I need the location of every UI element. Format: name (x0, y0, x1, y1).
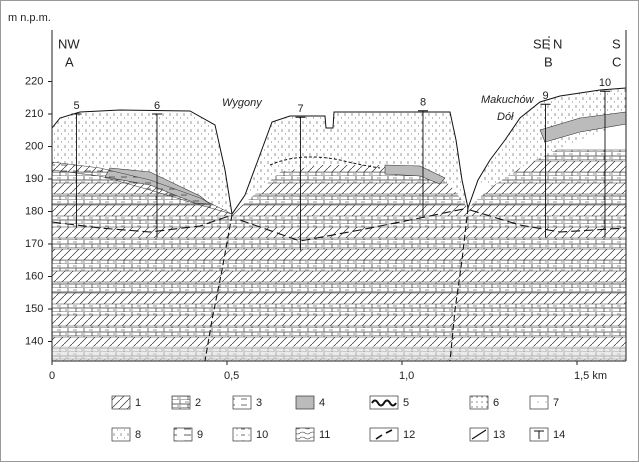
legend-swatch (171, 395, 191, 410)
legend-label: 13 (493, 429, 505, 441)
y-tick-label: 140 (25, 335, 43, 347)
legend-swatch (529, 395, 549, 410)
profile-label: N (553, 36, 562, 51)
axes (51, 30, 627, 362)
legend-label: 4 (319, 397, 325, 409)
rock-band (52, 260, 626, 271)
legend-symbol (534, 430, 544, 439)
rock-band (52, 238, 626, 249)
legend-label: 11 (319, 429, 330, 441)
legend-label: 1 (135, 397, 141, 409)
borehole-label: 9 (542, 90, 548, 102)
legend-label: 12 (403, 429, 415, 441)
legend-swatch (111, 427, 131, 442)
profile-label: A (65, 54, 74, 69)
place-name: Wygony (222, 97, 263, 109)
borehole-label: 6 (154, 100, 160, 112)
legend-swatch (369, 427, 399, 442)
sand-band (51, 161, 233, 215)
borehole-label: 10 (599, 77, 611, 89)
y-tick-label: 210 (25, 108, 43, 120)
rock-band (52, 216, 626, 227)
x-tick-label: 0 (49, 370, 55, 382)
legend-label: 6 (493, 397, 499, 409)
profile-label: B (544, 54, 553, 69)
borehole-label: 5 (73, 100, 79, 112)
y-tick-label: 180 (25, 205, 43, 217)
y-tick-label: 150 (25, 303, 43, 315)
rock-band (52, 194, 626, 205)
rock-band (52, 293, 626, 304)
legend-label: 8 (135, 429, 141, 441)
rock-band (52, 282, 626, 293)
legend-swatch (469, 395, 489, 410)
rock-band (52, 249, 626, 260)
topography (51, 87, 627, 362)
legend-swatch (232, 395, 252, 410)
place-name: Makuchów (481, 94, 535, 106)
profile-label: S (612, 36, 621, 51)
rock-band (52, 227, 626, 238)
geology (51, 88, 627, 361)
legend-swatch (232, 427, 252, 442)
unit-label: m n.p.m. (8, 12, 51, 24)
borehole-label: 7 (297, 103, 303, 115)
legend-symbol (375, 429, 393, 440)
bedrock (52, 149, 626, 361)
y-tick-label: 200 (25, 140, 43, 152)
y-tick-label: 170 (25, 238, 43, 250)
shade (52, 346, 626, 361)
profile-label: NW (58, 36, 80, 51)
y-tick-label: 160 (25, 270, 43, 282)
y-tick-label: 220 (25, 75, 43, 87)
rock-band (52, 205, 626, 216)
rock-band (52, 315, 626, 326)
clay-band (384, 164, 446, 185)
legend-swatch (111, 395, 131, 410)
legend-swatch (295, 427, 315, 442)
rock-band (52, 161, 626, 172)
x-tick-label: 0,5 (224, 370, 239, 382)
profile-label: SE (533, 36, 551, 51)
rock-band (52, 337, 626, 348)
legend-label: 10 (256, 429, 268, 441)
rock-band (52, 271, 626, 282)
legend-label: 9 (197, 429, 203, 441)
rock-band (52, 326, 626, 337)
rock-band (52, 172, 626, 183)
legend-swatch (173, 427, 193, 442)
y-tick-label: 190 (25, 173, 43, 185)
place-name: Dół (497, 111, 514, 123)
loess (52, 88, 626, 214)
legend-symbol (471, 429, 487, 440)
profile-label: C (612, 54, 621, 69)
rock-band (52, 183, 626, 194)
legend-label: 7 (553, 397, 559, 409)
legend-label: 3 (256, 397, 262, 409)
legend-label: 5 (403, 397, 409, 409)
legend-label: 2 (195, 397, 201, 409)
x-tick-label: 1,0 (399, 370, 414, 382)
rock-band (52, 304, 626, 315)
x-tick-label: 1,5 km (574, 370, 607, 382)
legend-label: 14 (553, 429, 565, 441)
borehole-label: 8 (420, 97, 426, 109)
legend-swatch (295, 395, 315, 410)
legend-symbol (371, 399, 397, 407)
